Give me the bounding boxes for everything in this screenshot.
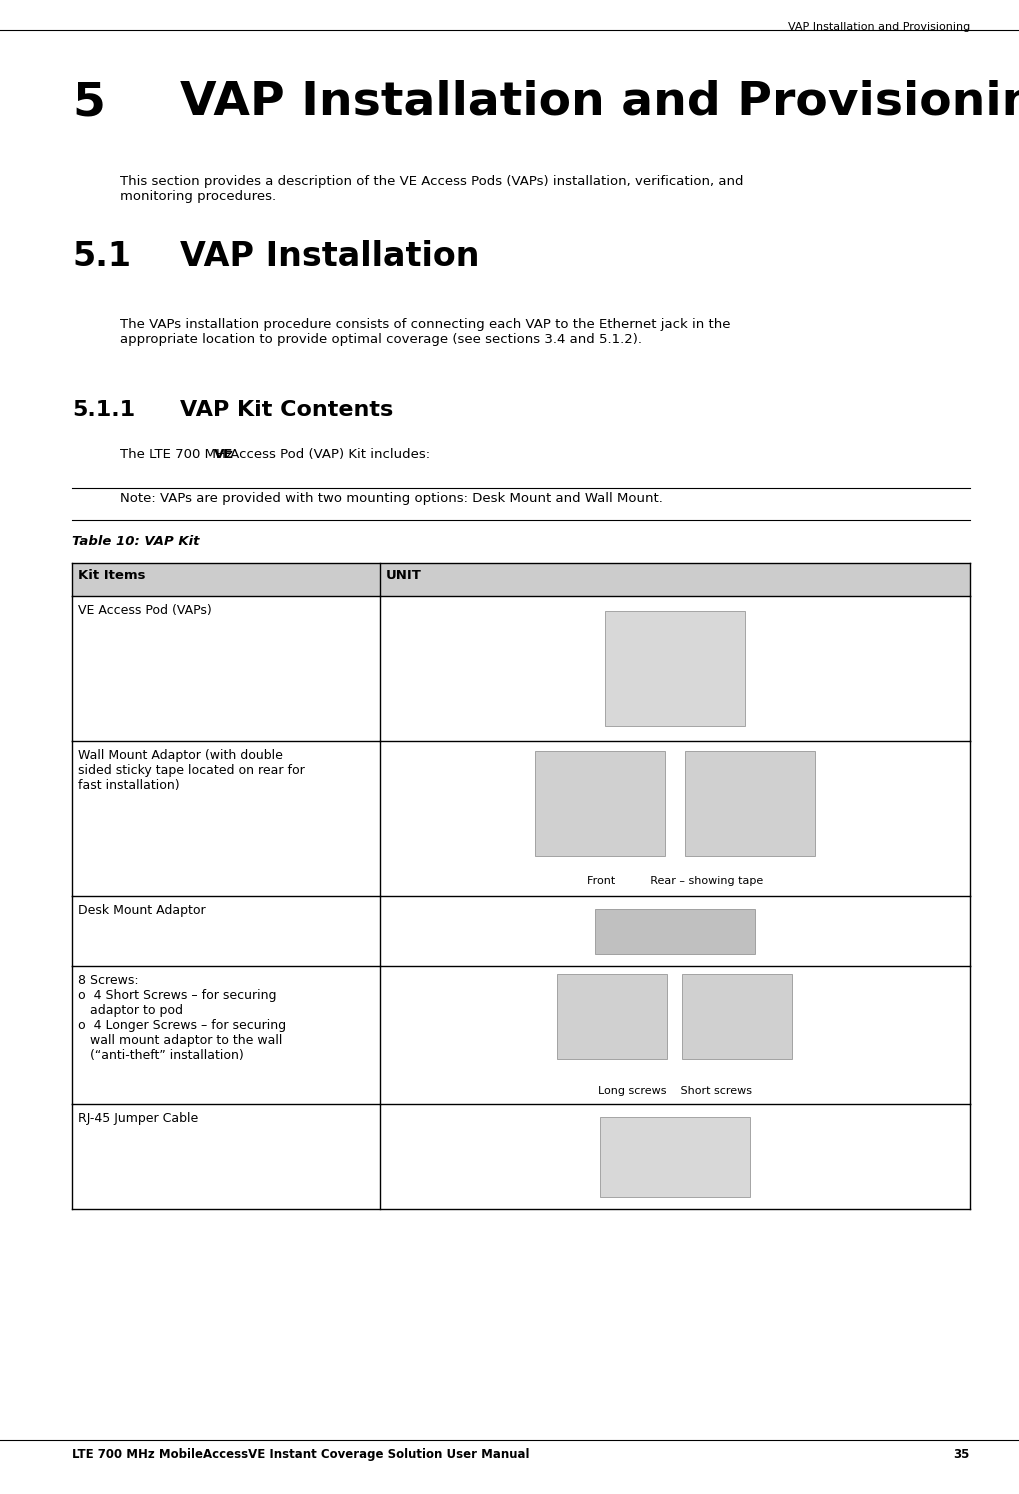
Text: Desk Mount Adaptor: Desk Mount Adaptor [78,904,206,917]
Text: VAP Installation and Provisioning: VAP Installation and Provisioning [788,22,970,31]
Text: Long screws    Short screws: Long screws Short screws [598,1086,752,1097]
Text: Access Pod (VAP) Kit includes:: Access Pod (VAP) Kit includes: [226,448,430,462]
Bar [685,751,815,856]
Text: 5.1.1: 5.1.1 [72,400,136,420]
Bar [72,563,970,596]
Text: 5.1: 5.1 [72,241,131,273]
Text: 5: 5 [72,81,105,125]
Text: Kit Items: Kit Items [78,569,146,583]
Text: This section provides a description of the VE Access Pods (VAPs) installation, v: This section provides a description of t… [120,175,744,203]
Bar [595,908,755,953]
Text: Wall Mount Adaptor (with double
sided sticky tape located on rear for
fast insta: Wall Mount Adaptor (with double sided st… [78,748,305,792]
Text: VAP Installation and Provisioning: VAP Installation and Provisioning [180,81,1019,125]
Text: VAP Kit Contents: VAP Kit Contents [180,400,393,420]
Text: UNIT: UNIT [386,569,422,583]
Text: LTE 700 MHz MobileAccessVE Instant Coverage Solution User Manual: LTE 700 MHz MobileAccessVE Instant Cover… [72,1448,530,1461]
Bar [605,611,745,726]
Text: VAP Installation: VAP Installation [180,241,480,273]
Text: Table 10: VAP Kit: Table 10: VAP Kit [72,535,200,548]
Bar [557,974,667,1059]
Text: Note: VAPs are provided with two mounting options: Desk Mount and Wall Mount.: Note: VAPs are provided with two mountin… [120,492,663,505]
Bar [600,1116,750,1197]
Text: 8 Screws:
o  4 Short Screws – for securing
   adaptor to pod
o  4 Longer Screws : 8 Screws: o 4 Short Screws – for securin… [78,974,286,1062]
Text: RJ-45 Jumper Cable: RJ-45 Jumper Cable [78,1112,199,1125]
Text: 35: 35 [954,1448,970,1461]
Text: The LTE 700 MHz: The LTE 700 MHz [120,448,237,462]
Text: Front          Rear – showing tape: Front Rear – showing tape [587,875,763,886]
Text: VE: VE [214,448,233,462]
Bar [535,751,665,856]
Bar [683,974,793,1059]
Text: VE Access Pod (VAPs): VE Access Pod (VAPs) [78,604,212,617]
Text: The VAPs installation procedure consists of connecting each VAP to the Ethernet : The VAPs installation procedure consists… [120,318,731,347]
